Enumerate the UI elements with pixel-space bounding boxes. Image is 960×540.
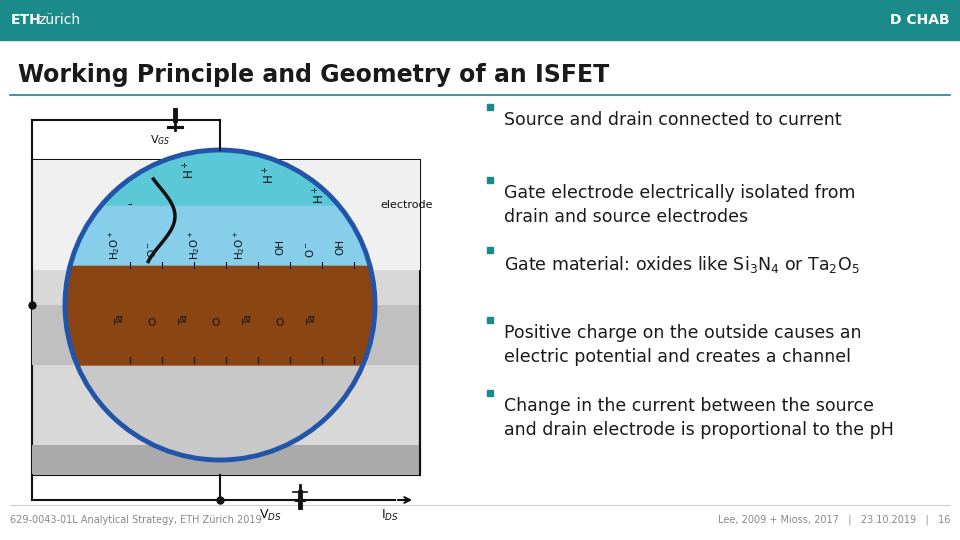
Text: electrode: electrode bbox=[380, 200, 433, 210]
Text: O: O bbox=[276, 318, 284, 328]
Text: Lee, 2009 + Mioss, 2017   |   23.10.2019   |   16: Lee, 2009 + Mioss, 2017 | 23.10.2019 | 1… bbox=[718, 515, 950, 525]
Bar bbox=[32, 445, 420, 475]
Text: -: - bbox=[128, 199, 132, 212]
Text: Ta: Ta bbox=[115, 315, 125, 326]
Text: O: O bbox=[148, 318, 156, 328]
Text: O$^-$: O$^-$ bbox=[304, 241, 316, 259]
Text: Ta: Ta bbox=[307, 315, 317, 326]
Text: V$_{DS}$: V$_{DS}$ bbox=[258, 508, 281, 523]
Text: Ta: Ta bbox=[243, 315, 253, 326]
Text: O$^-$: O$^-$ bbox=[146, 241, 158, 259]
Text: Change in the current between the source
and drain electrode is proportional to : Change in the current between the source… bbox=[504, 397, 894, 439]
Text: V$_{GS}$: V$_{GS}$ bbox=[150, 133, 171, 147]
Text: 629-0043-01L Analytical Strategy, ETH Zürich 2019: 629-0043-01L Analytical Strategy, ETH Zü… bbox=[10, 515, 262, 525]
Polygon shape bbox=[77, 365, 363, 460]
Text: H$_2$O$^+$: H$_2$O$^+$ bbox=[232, 230, 248, 260]
Text: I$_{DS}$: I$_{DS}$ bbox=[381, 508, 399, 523]
Text: H$^+$: H$^+$ bbox=[312, 186, 327, 204]
Text: H$_2$O$^+$: H$_2$O$^+$ bbox=[187, 230, 203, 260]
Text: H$^+$: H$^+$ bbox=[182, 161, 198, 179]
Text: OH: OH bbox=[275, 239, 285, 255]
Text: Positive charge on the outside causes an
electric potential and creates a channe: Positive charge on the outside causes an… bbox=[504, 324, 861, 366]
Text: Gate material: oxides like Si$_3$N$_4$ or Ta$_2$O$_5$: Gate material: oxides like Si$_3$N$_4$ o… bbox=[504, 254, 859, 275]
Bar bbox=[32, 160, 420, 270]
Text: H$^+$: H$^+$ bbox=[262, 166, 277, 184]
Text: Source and drain connected to current: Source and drain connected to current bbox=[504, 111, 842, 129]
Text: O: O bbox=[212, 318, 220, 328]
Bar bbox=[0, 0, 960, 40]
Polygon shape bbox=[102, 150, 339, 205]
Polygon shape bbox=[65, 265, 375, 365]
Text: OH: OH bbox=[335, 239, 345, 255]
Text: Working Principle and Geometry of an ISFET: Working Principle and Geometry of an ISF… bbox=[18, 63, 610, 87]
Text: Ta: Ta bbox=[179, 315, 189, 326]
Text: H$_2$O$^+$: H$_2$O$^+$ bbox=[108, 230, 123, 260]
Text: zürich: zürich bbox=[38, 13, 80, 27]
Polygon shape bbox=[70, 205, 370, 265]
Text: Gate electrode electrically isolated from
drain and source electrodes: Gate electrode electrically isolated fro… bbox=[504, 184, 855, 226]
Text: ETH: ETH bbox=[11, 13, 41, 27]
Bar bbox=[32, 160, 420, 475]
Text: D CHAB: D CHAB bbox=[890, 13, 950, 27]
Bar bbox=[32, 305, 420, 365]
